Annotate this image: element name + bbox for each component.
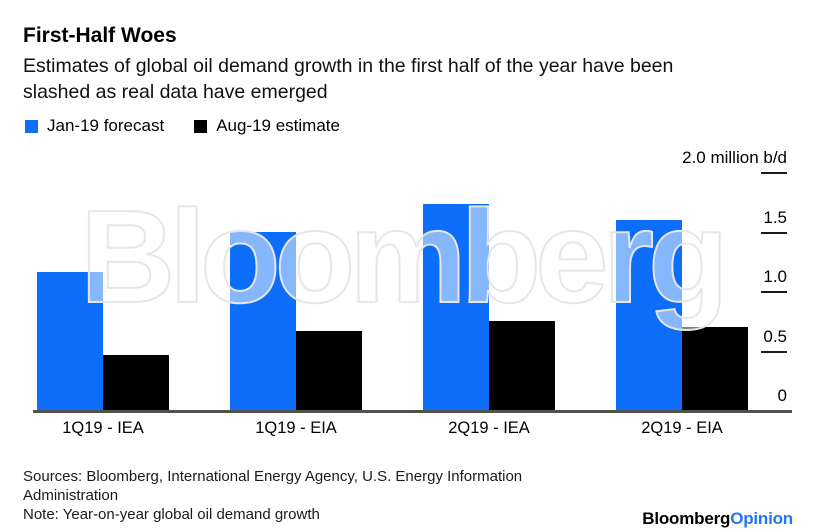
logo-bloomberg-text: Bloomberg [642,509,731,528]
legend-label-aug19: Aug-19 estimate [216,116,340,135]
bloomberg-opinion-logo: BloombergOpinion [642,509,793,529]
page-title: First-Half Woes [23,24,177,47]
x-axis-label: 1Q19 - IEA [62,419,144,437]
subtitle-line-2: slashed as real data have emerged [23,81,328,103]
subtitle-line-1: Estimates of global oil demand growth in… [23,55,674,77]
bar-jan19-forecast [37,271,103,410]
legend-item-aug19-estimate: Aug-19 estimate [194,116,340,136]
bar-jan19-forecast [423,204,489,410]
y-tick-label: 1.0 [763,267,787,286]
y-tick-mark [761,291,787,293]
bar-jan19-forecast [616,219,682,410]
source-note: Sources: Bloomberg, International Energy… [23,467,522,524]
legend-swatch-aug19-icon [194,119,208,133]
bar-jan19-forecast [230,231,296,410]
y-tick-label: 1.5 [763,207,787,227]
legend: Jan-19 forecast Aug-19 estimate [25,116,340,136]
y-axis-unit-label: 2.0 million b/d [682,148,787,167]
logo-opinion-text: Opinion [730,509,793,528]
x-axis-baseline [33,410,792,413]
x-axis-label: 2Q19 - IEA [448,419,530,437]
bar-aug19-estimate [682,326,748,410]
sources-line-2: Administration [23,487,119,504]
bar-aug19-estimate [489,320,555,410]
x-axis-label: 2Q19 - EIA [641,419,723,437]
footnote: Note: Year-on-year global oil demand gro… [23,506,320,523]
legend-item-jan19-forecast: Jan-19 forecast [25,116,164,136]
y-tick-mark [761,350,787,353]
y-tick-label: 0.5 [763,326,787,346]
bar-aug19-estimate [103,355,169,410]
legend-swatch-jan19-icon [25,119,38,133]
sources-line-1: Sources: Bloomberg, International Energy… [23,468,523,485]
x-axis-label: 1Q19 - EIA [255,419,337,437]
y-tick-mark [761,231,787,234]
y-tick-label: 0 [777,386,787,405]
page-subtitle: Estimates of global oil demand growth in… [23,53,673,105]
bar-aug19-estimate [296,331,362,410]
legend-label-jan19: Jan-19 forecast [47,116,165,135]
y-tick-mark [761,172,787,174]
